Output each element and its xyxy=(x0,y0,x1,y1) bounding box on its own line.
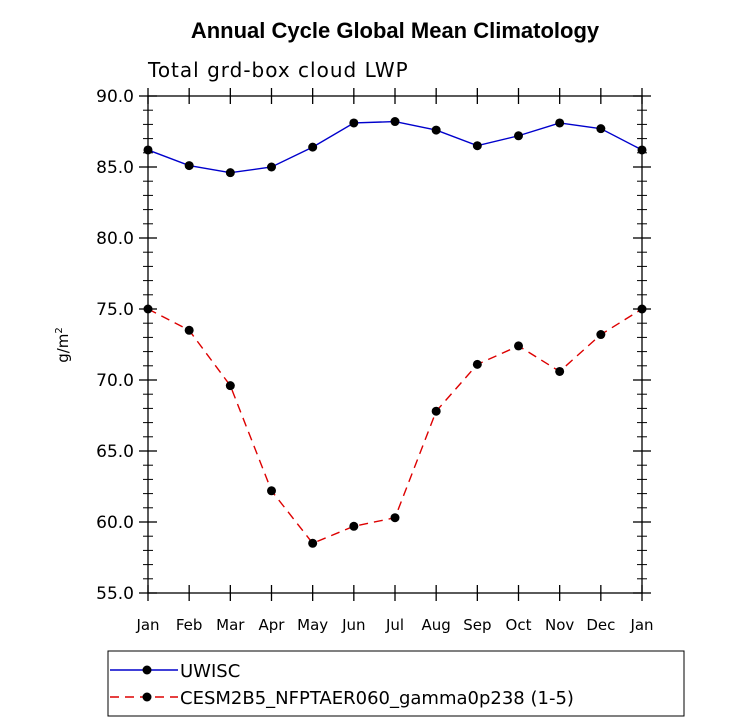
x-tick-label: Jan xyxy=(629,616,653,634)
series-1-point xyxy=(431,125,441,135)
series-1-point xyxy=(143,145,153,155)
y-axis-label-text: g/m xyxy=(54,334,72,363)
series-2-point xyxy=(390,513,400,523)
legend-marker-1 xyxy=(142,665,152,675)
y-tick-label: 90.0 xyxy=(96,87,134,107)
series-layer xyxy=(143,117,647,548)
series-2-point xyxy=(431,406,441,416)
y-tick-label: 55.0 xyxy=(96,584,134,604)
x-tick-label: Mar xyxy=(216,616,245,634)
series-1-point xyxy=(308,142,318,152)
series-2-point xyxy=(596,330,606,340)
chart-title: Annual Cycle Global Mean Climatology xyxy=(191,18,600,43)
series-1-point xyxy=(267,162,276,172)
y-tick-label: 60.0 xyxy=(96,513,134,533)
series-line-2 xyxy=(147,308,643,545)
x-tick-label: Feb xyxy=(176,616,203,634)
x-tick-label: Sep xyxy=(463,616,491,634)
series-1-point xyxy=(184,161,194,171)
series-1-point xyxy=(596,124,606,134)
x-tick-label: Nov xyxy=(545,616,574,634)
x-tick-label: Jul xyxy=(385,616,404,634)
chart-subtitle: Total grd-box cloud LWP xyxy=(147,58,409,82)
legend-label-2: CESM2B5_NFPTAER060_gamma0p238 (1-5) xyxy=(180,688,574,709)
series-2-point xyxy=(225,381,235,391)
series-2-point xyxy=(267,486,276,496)
series-2-point xyxy=(184,325,194,335)
axes: 55.0 60.0 65.0 70.0 75.0 80.0 85.0 90.0 Jan Feb Ma… xyxy=(96,87,653,634)
series-1-point xyxy=(514,131,523,141)
x-tick-label: Aug xyxy=(422,616,451,634)
legend-box xyxy=(107,650,685,717)
legend-marker-2 xyxy=(142,692,152,702)
x-tick-label: Dec xyxy=(586,616,615,634)
series-2-point xyxy=(308,538,318,548)
y-tick-label: 80.0 xyxy=(96,229,134,249)
x-tick-label: Jan xyxy=(135,616,159,634)
y-tick-label: 70.0 xyxy=(96,371,134,391)
x-tick-label: Jun xyxy=(341,616,365,634)
x-tick-label: Oct xyxy=(506,616,532,634)
series-1-point xyxy=(555,118,565,128)
series-2-point xyxy=(637,304,647,314)
series-line-1 xyxy=(147,120,643,174)
y-tick-label: 75.0 xyxy=(96,300,134,320)
y-axis-label-exponent: 2 xyxy=(54,327,65,333)
series-2-point xyxy=(143,304,153,314)
y-tick-label: 65.0 xyxy=(96,442,134,462)
x-tick-label: Apr xyxy=(259,616,286,634)
series-2-point xyxy=(555,366,565,376)
legend: UWISC CESM2B5_NFPTAER060_gamma0p238 (1-5) xyxy=(110,661,574,709)
series-1-point xyxy=(349,118,359,128)
series-2-point xyxy=(514,341,523,351)
series-2-point xyxy=(349,521,359,531)
series-1-point xyxy=(472,141,482,151)
y-tick-label: 85.0 xyxy=(96,158,134,178)
series-1-point xyxy=(637,145,647,155)
series-1-point xyxy=(225,168,235,178)
series-1-point xyxy=(390,117,400,127)
y-axis-label: g/m2 xyxy=(54,327,72,363)
series-2-point xyxy=(472,359,482,369)
x-tick-label: May xyxy=(297,616,328,634)
legend-label-1: UWISC xyxy=(180,661,240,682)
